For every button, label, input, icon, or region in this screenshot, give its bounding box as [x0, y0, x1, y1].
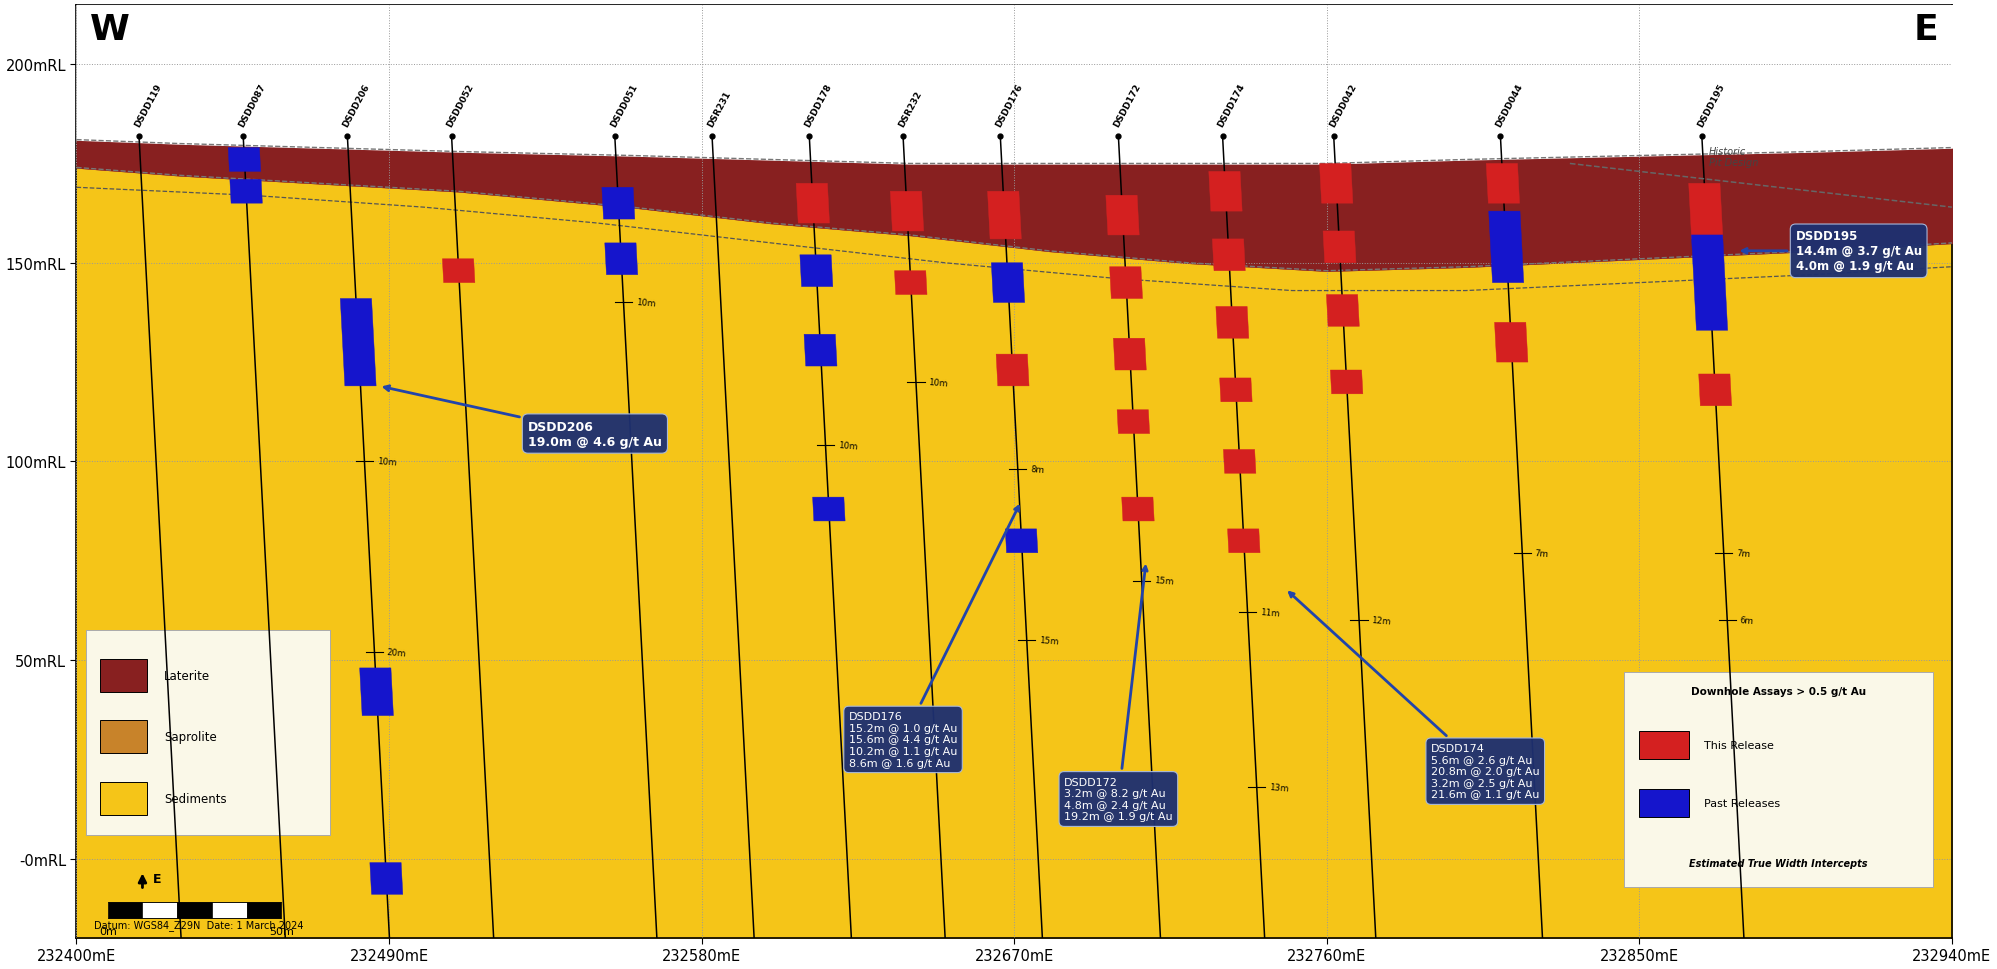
Text: DSDD051: DSDD051 [609, 82, 639, 129]
Polygon shape [805, 335, 837, 366]
Text: 8m: 8m [1030, 465, 1044, 475]
Text: DSDD042: DSDD042 [1328, 82, 1358, 129]
Text: DSDD052: DSDD052 [445, 82, 475, 129]
Text: 13m: 13m [1268, 782, 1288, 793]
Polygon shape [443, 260, 475, 283]
Polygon shape [1004, 529, 1038, 553]
Polygon shape [1212, 239, 1246, 271]
Text: 7m: 7m [1534, 548, 1550, 558]
Text: FORTUNA
SILVER MINES INC.: FORTUNA SILVER MINES INC. [1667, 29, 1749, 49]
Text: 10m: 10m [929, 377, 949, 388]
Polygon shape [228, 148, 262, 172]
Text: 50m: 50m [270, 926, 294, 936]
Polygon shape [339, 299, 375, 387]
Polygon shape [1208, 172, 1242, 212]
Text: DSDD119: DSDD119 [132, 82, 164, 129]
Polygon shape [369, 862, 403, 894]
Polygon shape [989, 192, 1020, 239]
Polygon shape [1326, 296, 1360, 327]
Text: DSDD172: DSDD172 [1112, 82, 1142, 129]
Polygon shape [1324, 232, 1356, 264]
Polygon shape [997, 355, 1028, 387]
Polygon shape [1330, 370, 1362, 394]
Polygon shape [1106, 196, 1138, 235]
Polygon shape [1216, 307, 1248, 339]
Text: DSR231: DSR231 [705, 89, 733, 129]
Polygon shape [1110, 267, 1142, 299]
Polygon shape [1691, 235, 1727, 331]
Text: 11m: 11m [1260, 608, 1280, 618]
Polygon shape [1114, 339, 1146, 370]
Text: DSDD195
14.4m @ 3.7 g/t Au
4.0m @ 1.9 g/t Au: DSDD195 14.4m @ 3.7 g/t Au 4.0m @ 1.9 g/… [1743, 230, 1921, 273]
Text: DSDD176: DSDD176 [995, 82, 1024, 129]
Text: DSDD206: DSDD206 [341, 82, 371, 129]
Text: DSDD176
15.2m @ 1.0 g/t Au
15.6m @ 4.4 g/t Au
10.2m @ 1.1 g/t Au
8.6m @ 1.6 g/t : DSDD176 15.2m @ 1.0 g/t Au 15.6m @ 4.4 g… [849, 507, 1018, 767]
Text: DSDD206
19.0m @ 4.6 g/t Au: DSDD206 19.0m @ 4.6 g/t Au [383, 387, 661, 448]
Polygon shape [895, 271, 927, 296]
Text: E: E [1913, 14, 1937, 47]
Text: DSDD195: DSDD195 [1695, 82, 1725, 129]
Polygon shape [1224, 450, 1256, 474]
Text: Datum: WGS84_Z29N  Date: 1 March 2024: Datum: WGS84_Z29N Date: 1 March 2024 [94, 920, 304, 930]
Text: DSDD087: DSDD087 [238, 82, 268, 129]
Text: FORTUNA
SILVER MINES INC.: FORTUNA SILVER MINES INC. [447, 29, 531, 49]
Polygon shape [1320, 165, 1352, 203]
Text: DSDD044: DSDD044 [1494, 82, 1524, 129]
Text: 6m: 6m [1739, 615, 1753, 626]
Polygon shape [891, 192, 925, 232]
Polygon shape [991, 264, 1024, 303]
Polygon shape [1122, 498, 1154, 521]
Text: 10m: 10m [837, 441, 859, 452]
Text: DSDD174: DSDD174 [1216, 82, 1246, 129]
Polygon shape [797, 184, 829, 224]
Polygon shape [1689, 184, 1723, 239]
Polygon shape [1116, 410, 1150, 434]
Polygon shape [1486, 165, 1520, 203]
Polygon shape [605, 243, 637, 275]
Polygon shape [1228, 529, 1260, 553]
Polygon shape [359, 669, 393, 716]
Text: 12m: 12m [1372, 615, 1392, 626]
Text: DSDD172
3.2m @ 8.2 g/t Au
4.8m @ 2.4 g/t Au
19.2m @ 1.9 g/t Au: DSDD172 3.2m @ 8.2 g/t Au 4.8m @ 2.4 g/t… [1064, 567, 1172, 822]
Text: 10m: 10m [377, 456, 397, 467]
Text: 15m: 15m [1038, 635, 1058, 645]
Text: 7m: 7m [1735, 548, 1751, 558]
Text: 15m: 15m [1154, 576, 1174, 586]
Text: 10m: 10m [635, 297, 655, 308]
Text: Historic
Pit Design: Historic Pit Design [1709, 146, 1757, 169]
Text: E: E [154, 872, 162, 885]
Polygon shape [1488, 212, 1524, 283]
Text: W: W [90, 14, 130, 47]
Polygon shape [230, 180, 262, 203]
Polygon shape [801, 256, 833, 287]
Text: DSDD174
5.6m @ 2.6 g/t Au
20.8m @ 2.0 g/t Au
3.2m @ 2.5 g/t Au
21.6m @ 1.1 g/t A: DSDD174 5.6m @ 2.6 g/t Au 20.8m @ 2.0 g/… [1290, 593, 1540, 799]
Text: DSR232: DSR232 [897, 89, 923, 129]
Polygon shape [1699, 375, 1731, 406]
Polygon shape [601, 188, 635, 220]
Text: DSDD178: DSDD178 [803, 82, 833, 129]
Text: 0m: 0m [98, 926, 116, 936]
Polygon shape [1220, 379, 1252, 402]
Polygon shape [1494, 323, 1528, 362]
Text: 20m: 20m [387, 647, 407, 658]
Polygon shape [813, 498, 845, 521]
